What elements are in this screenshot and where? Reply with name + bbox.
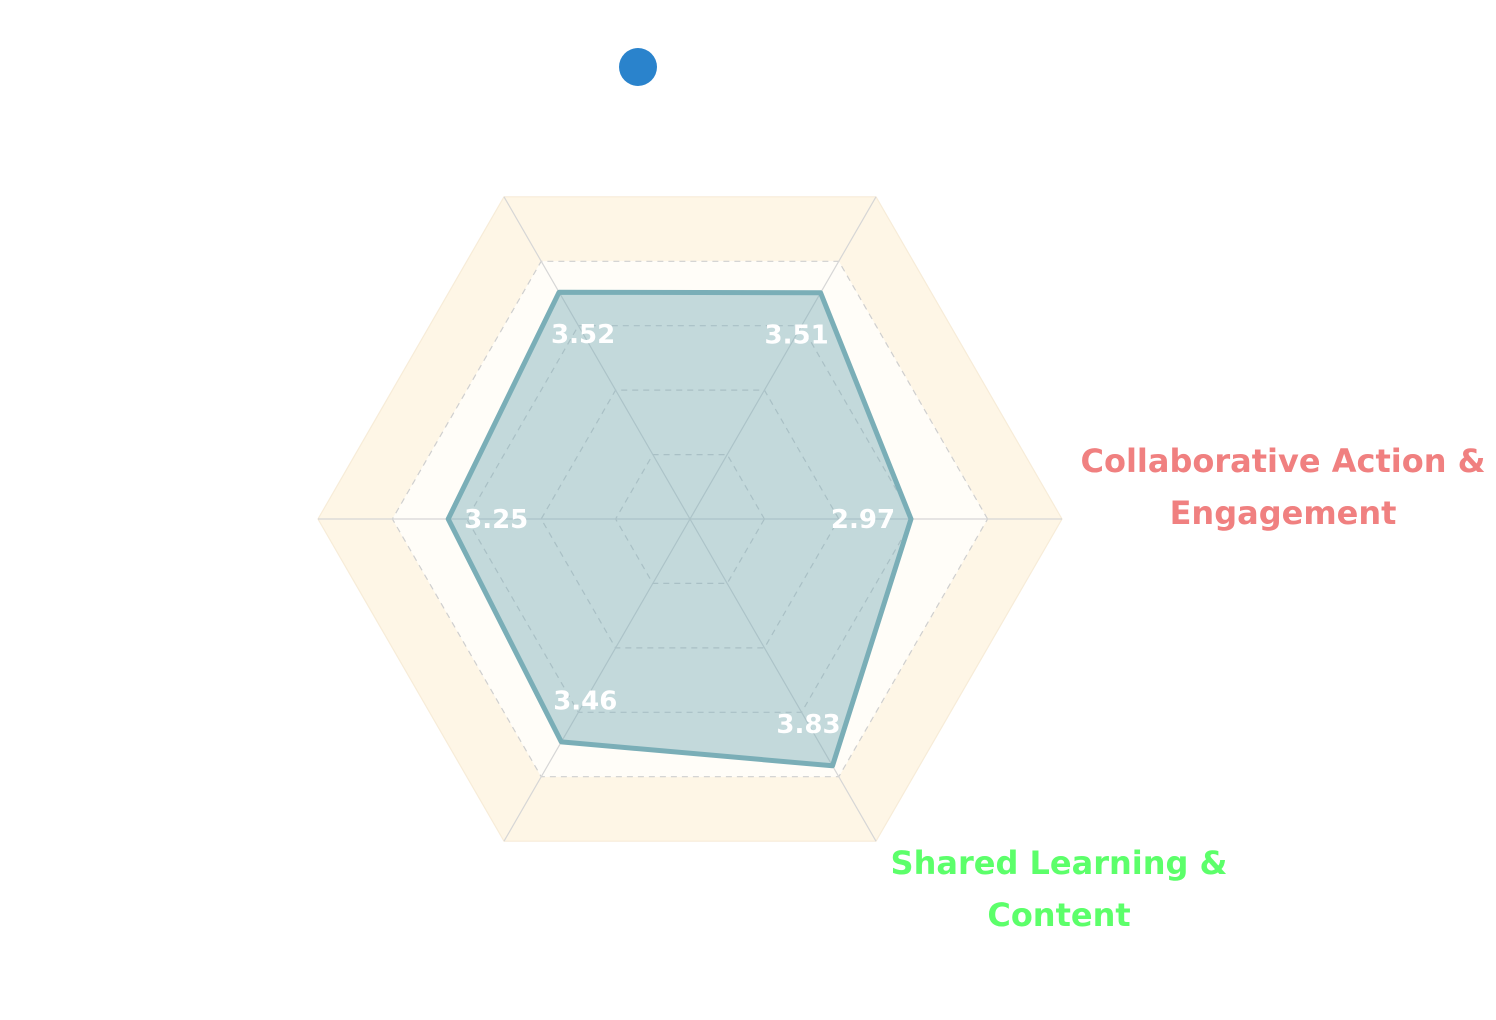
- legend: [619, 48, 657, 86]
- spoke-6: [689, 518, 877, 842]
- radar-spokes: [318, 196, 1062, 842]
- value-label-1: 2.97: [831, 505, 895, 535]
- spoke-2: [689, 196, 877, 520]
- radar-value-labels: 2.97 3.51 3.52 3.25 3.46 3.83: [464, 320, 895, 740]
- radar-series: [445, 289, 914, 769]
- radar-axis-labels: Collaborative Action & Engagement Shared L…: [891, 442, 1486, 934]
- legend-marker-1[interactable]: [619, 48, 657, 86]
- spoke-5: [503, 518, 691, 842]
- series-area-1: [445, 289, 914, 769]
- value-label-2: 3.51: [765, 320, 829, 350]
- spoke-3: [503, 196, 691, 520]
- value-label-5: 3.46: [553, 686, 617, 716]
- value-label-6: 3.83: [776, 710, 840, 740]
- value-label-4: 3.25: [464, 505, 528, 535]
- axis-label-1: Collaborative Action & Engagement: [1080, 442, 1485, 532]
- value-label-3: 3.52: [551, 320, 615, 350]
- axis-label-6: Shared Learning & Content: [891, 844, 1228, 934]
